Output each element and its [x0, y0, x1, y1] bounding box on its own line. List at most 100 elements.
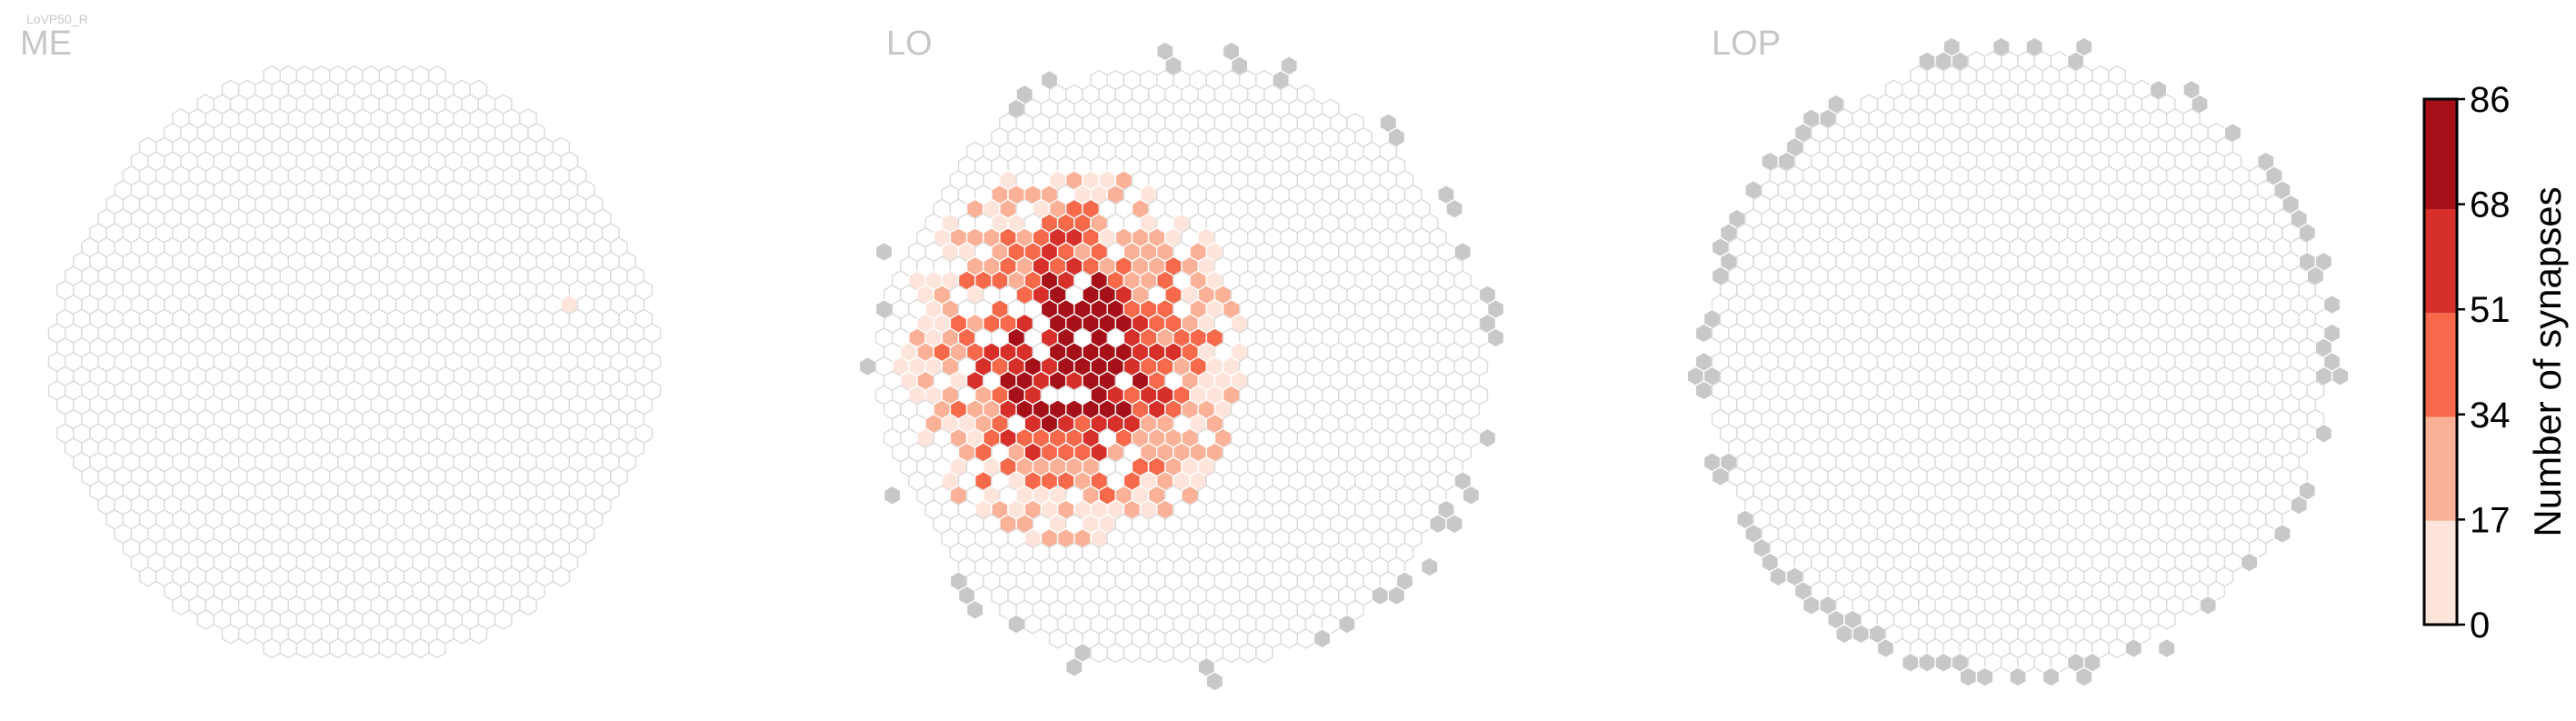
- me-column-hex: [552, 566, 571, 587]
- lo-column-hex: [1139, 642, 1158, 664]
- lo-column-hex: [883, 485, 902, 506]
- me-column-hex: [312, 637, 331, 659]
- lop-column-hex: [1835, 623, 1853, 645]
- lop-column-hex: [1802, 595, 1821, 616]
- panel-title-me: ME: [20, 25, 72, 63]
- lop-column-hex: [2290, 495, 2309, 516]
- me-column-hex: [263, 637, 281, 659]
- lo-column-hex: [1155, 642, 1174, 664]
- lop-column-hex: [2182, 595, 2201, 616]
- colorbar-tick-label: 17: [2470, 500, 2511, 540]
- lo-column-hex: [1445, 198, 1463, 220]
- me-column-hex: [196, 609, 215, 630]
- lop-column-hex: [2331, 366, 2350, 387]
- lop-column-hex: [2108, 637, 2126, 659]
- lo-column-hex: [965, 599, 984, 621]
- lo-column-hex: [1387, 585, 1406, 606]
- panel-me: [47, 65, 662, 659]
- lo-column-hex: [1371, 585, 1390, 606]
- colorbar-tick-label: 86: [2470, 80, 2511, 120]
- me-column-hex: [221, 623, 240, 645]
- me-column-hex: [469, 623, 488, 645]
- colorbar-bin: [2424, 209, 2457, 314]
- lop-column-hex: [2157, 609, 2176, 630]
- lo-column-hex: [1238, 642, 1257, 664]
- colorbar-tick-label: 0: [2470, 606, 2490, 646]
- me-column-hex: [172, 595, 190, 616]
- lop-column-hex: [2042, 666, 2061, 687]
- lop-column-hex: [2240, 552, 2259, 573]
- lop-column-hex: [1769, 566, 1788, 587]
- lop-column-hex: [2157, 637, 2176, 659]
- me-column-hex: [428, 637, 446, 659]
- lop-column-hex: [1711, 466, 1730, 487]
- colorbar-tick-label: 51: [2470, 290, 2511, 330]
- me-column-hex: [279, 637, 297, 659]
- lop-column-hex: [1975, 666, 1994, 687]
- me-column-hex: [362, 637, 380, 659]
- lop-column-hex: [2199, 595, 2217, 616]
- colorbar-tick-label: 34: [2470, 396, 2511, 436]
- lop-column-hex: [2322, 294, 2341, 315]
- lop-column-hex: [1901, 652, 1920, 674]
- lo-column-hex: [1007, 614, 1025, 635]
- panel-lop: [1686, 36, 2350, 687]
- lo-column-hex: [874, 241, 894, 263]
- lop-column-hex: [1959, 666, 1978, 687]
- colorbar-label: Number of synapses: [2526, 186, 2569, 536]
- lo-column-hex: [1420, 556, 1439, 577]
- lo-column-hex: [1280, 627, 1299, 649]
- lop-column-hex: [2273, 523, 2291, 545]
- me-column-hex: [345, 637, 364, 659]
- lo-column-hex: [1173, 642, 1191, 664]
- lo-column-hex: [1462, 485, 1481, 506]
- panel-title-lo: LO: [886, 25, 933, 63]
- colorbar-bin: [2424, 99, 2457, 209]
- lo-column-hex: [1486, 327, 1505, 348]
- lo-column-hex: [1106, 642, 1125, 664]
- lop-column-hex: [1934, 652, 1953, 674]
- lop-column-hex: [1852, 623, 1871, 645]
- lo-column-hex: [1255, 642, 1273, 664]
- lop-column-hex: [2009, 666, 2027, 687]
- colorbar-bin: [2424, 416, 2457, 521]
- lo-column-hex: [858, 355, 877, 377]
- lo-column-hex: [1023, 614, 1043, 635]
- me-column-hex: [519, 595, 537, 616]
- lo-column-hex: [1048, 627, 1067, 649]
- lop-column-hex: [1694, 380, 1713, 401]
- lo-column-hex: [1313, 627, 1332, 649]
- panel-lo: [858, 41, 1505, 692]
- colorbar: 0 17 34 51 68 86: [2422, 80, 2511, 646]
- lo-column-hex: [1205, 671, 1224, 692]
- lo-column-hex: [1123, 642, 1142, 664]
- lop-column-hex: [1876, 637, 1895, 659]
- lo-column-hex: [1429, 513, 1447, 535]
- lo-column-hex: [1338, 614, 1356, 635]
- me-column-hex: [453, 623, 471, 645]
- lop-column-hex: [1918, 652, 1936, 674]
- lo-column-hex: [1478, 427, 1497, 449]
- me-column-hex: [494, 609, 513, 630]
- colorbar-bin: [2424, 313, 2457, 417]
- lop-column-hex: [2314, 423, 2333, 445]
- neuron-type-label: LoVP50_R: [26, 12, 88, 26]
- lo-column-hex: [1090, 642, 1108, 664]
- me-column-hex: [378, 637, 397, 659]
- lo-column-hex: [1296, 627, 1315, 649]
- lop-column-hex: [2124, 637, 2143, 659]
- lo-column-hex: [1064, 656, 1083, 678]
- me-column-hex: [412, 637, 430, 659]
- me-column-hex: [329, 637, 347, 659]
- me-column-hex: [394, 637, 414, 659]
- colorbar-bin: [2424, 520, 2457, 625]
- lo-column-hex: [1222, 642, 1241, 664]
- me-column-hex: [295, 637, 315, 659]
- me-column-hex: [138, 566, 157, 587]
- me-column-hex: [238, 623, 256, 645]
- lo-column-hex: [1445, 513, 1463, 535]
- panel-title-lop: LOP: [1712, 25, 1781, 63]
- colorbar-tick-label: 68: [2470, 185, 2511, 225]
- lop-column-hex: [1694, 323, 1713, 344]
